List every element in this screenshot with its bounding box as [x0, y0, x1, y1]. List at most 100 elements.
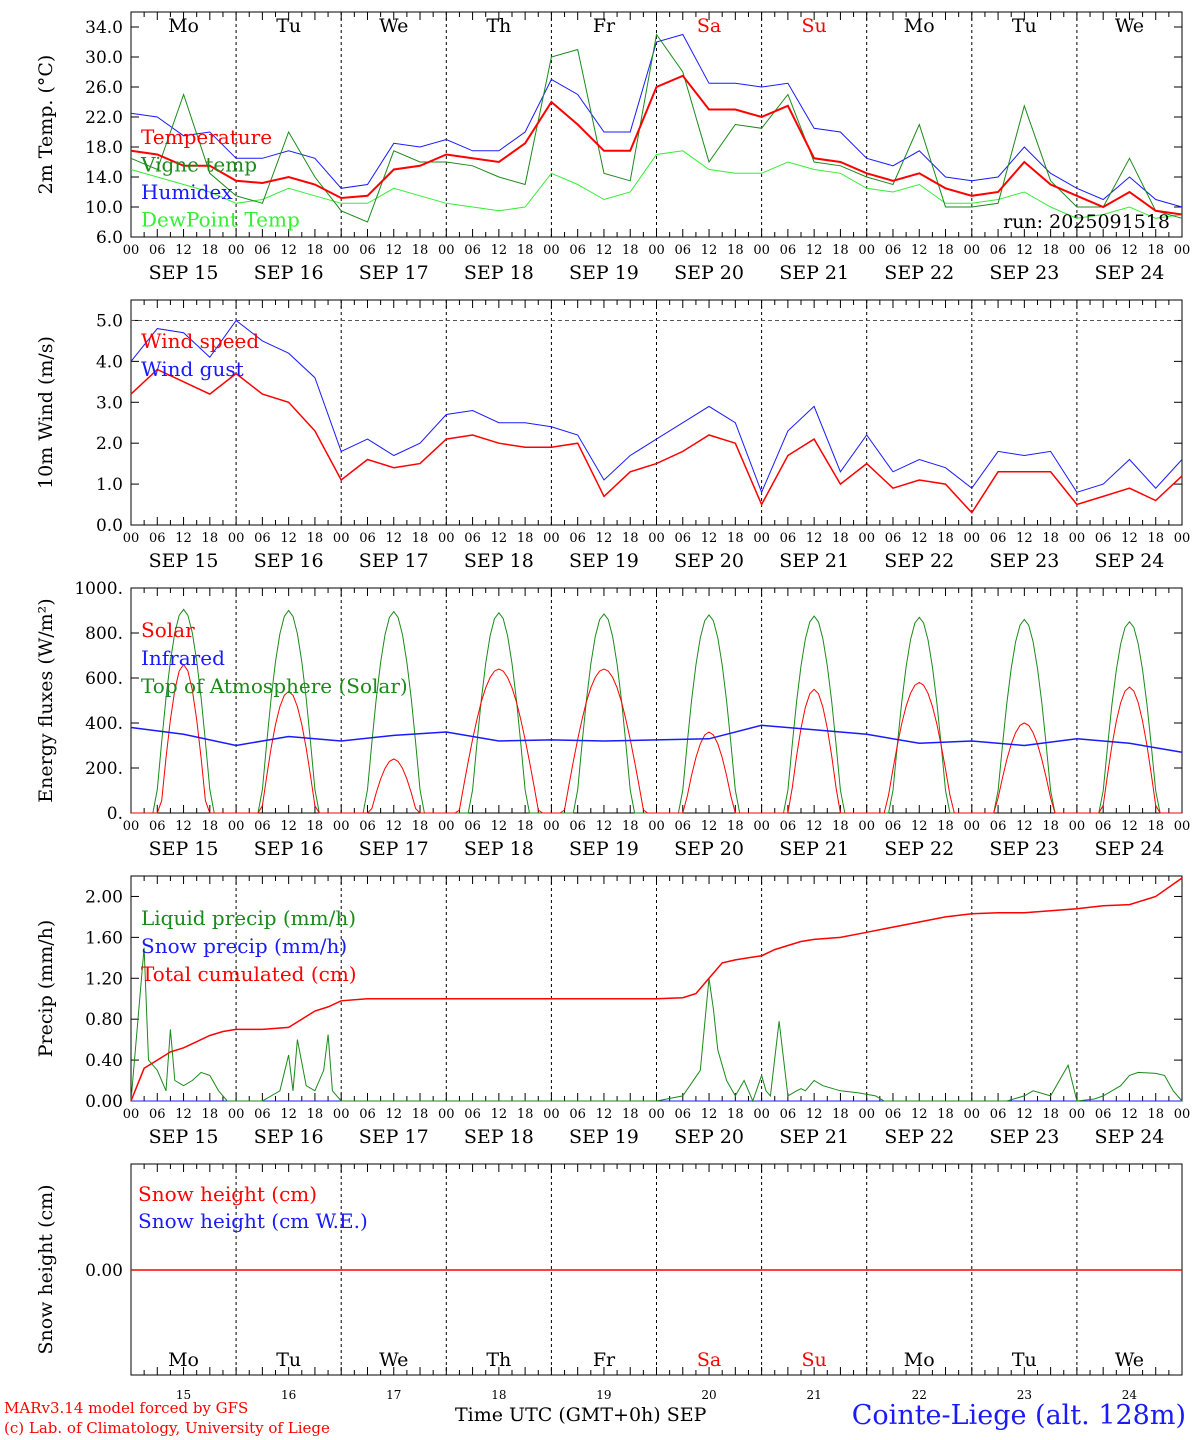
hour-tick-label: 18: [517, 531, 534, 546]
hour-tick-label: 06: [675, 243, 692, 258]
hour-tick-label: 00: [648, 243, 665, 258]
snow-axis-label: Snow height (cm): [35, 1184, 57, 1354]
day-number: 21: [807, 1388, 822, 1402]
hour-tick-label: 12: [280, 243, 297, 258]
wind-gust-legend: Wind gust: [141, 357, 244, 381]
hour-tick-label: 00: [228, 243, 245, 258]
hour-tick-label: 12: [1016, 1107, 1033, 1122]
temp-tick-label: 22.0: [85, 108, 123, 128]
energy-tick-label: 0.: [107, 804, 123, 824]
hour-tick-label: 00: [1174, 819, 1191, 834]
precip-tick-label: 1.60: [85, 928, 123, 948]
hour-tick-label: 00: [438, 819, 455, 834]
hour-tick-label: 00: [648, 1107, 665, 1122]
energy-axis-label: Energy fluxes (W/m²): [35, 598, 57, 802]
date-label: SEP 23: [989, 838, 1059, 860]
wind-tick-label: 5.0: [96, 311, 123, 331]
day-name-bottom: Mo: [168, 1349, 199, 1371]
wind-axis-label: 10m Wind (m/s): [35, 336, 57, 489]
date-label: SEP 21: [779, 1126, 849, 1148]
hour-tick-label: 18: [202, 819, 219, 834]
hour-tick-label: 18: [1147, 243, 1164, 258]
hour-tick-label: 18: [622, 819, 639, 834]
day-number: 24: [1122, 1388, 1138, 1402]
date-label: SEP 17: [359, 262, 429, 284]
precip-axis-label: Precip (mm/h): [35, 920, 57, 1058]
date-label: SEP 18: [464, 838, 534, 860]
hour-tick-label: 06: [990, 819, 1007, 834]
hour-tick-label: 12: [1121, 819, 1138, 834]
hour-tick-label: 12: [1121, 1107, 1138, 1122]
snow-we-legend: Snow height (cm W.E.): [138, 1209, 368, 1233]
hour-tick-label: 12: [911, 819, 928, 834]
precip-tick-label: 0.80: [85, 1010, 123, 1030]
hour-tick-label: 06: [254, 531, 271, 546]
hour-tick-label: 00: [333, 243, 350, 258]
hour-tick-label: 18: [517, 243, 534, 258]
hour-tick-label: 12: [806, 1107, 823, 1122]
day-name: Su: [802, 15, 827, 37]
hour-tick-label: 00: [858, 1107, 875, 1122]
hour-tick-label: 12: [911, 1107, 928, 1122]
hour-tick-label: 06: [780, 243, 797, 258]
precip-tick-label: 1.20: [85, 969, 123, 989]
hour-tick-label: 06: [675, 819, 692, 834]
hour-tick-label: 00: [964, 531, 981, 546]
snow-tick-label: 0.00: [85, 1261, 123, 1281]
hour-tick-label: 00: [228, 819, 245, 834]
date-label: SEP 24: [1095, 550, 1165, 572]
hour-tick-label: 18: [832, 819, 849, 834]
day-name-bottom: Tu: [1012, 1349, 1037, 1371]
vigne-temp-line: [130, 33, 1183, 223]
hour-tick-label: 18: [307, 819, 324, 834]
temp-tick-label: 34.0: [85, 18, 123, 38]
hour-tick-label: 00: [333, 1107, 350, 1122]
hour-tick-label: 00: [1069, 243, 1086, 258]
snow-height-legend: Snow height (cm): [138, 1182, 317, 1206]
energy-tick-label: 600.: [85, 669, 123, 689]
hour-tick-label: 06: [885, 1107, 902, 1122]
wind-gust-line: [130, 319, 1183, 494]
temperature-line: [130, 74, 1183, 216]
hour-tick-label: 06: [464, 1107, 481, 1122]
day-name-bottom: We: [379, 1349, 408, 1371]
hour-tick-label: 06: [149, 243, 166, 258]
wind-speed-line: [130, 368, 1183, 514]
panel-3-frame: [130, 587, 1183, 814]
hour-tick-label: 12: [596, 819, 613, 834]
hour-tick-label: 06: [885, 243, 902, 258]
hour-tick-label: 06: [1095, 243, 1112, 258]
hour-tick-label: 12: [806, 243, 823, 258]
date-label: SEP 20: [674, 838, 744, 860]
date-label: SEP 19: [569, 1126, 639, 1148]
hour-tick-label: 12: [596, 243, 613, 258]
hour-tick-label: 06: [569, 819, 586, 834]
hour-tick-label: 18: [832, 243, 849, 258]
hour-tick-label: 06: [990, 243, 1007, 258]
hour-tick-label: 00: [753, 819, 770, 834]
run-label: run: 2025091518: [1003, 211, 1170, 233]
hour-tick-label: 00: [228, 1107, 245, 1122]
hour-tick-label: 00: [543, 1107, 560, 1122]
day-number: 23: [1017, 1388, 1032, 1402]
hour-tick-label: 18: [1147, 819, 1164, 834]
hour-tick-label: 18: [1042, 531, 1059, 546]
solar-line: [131, 663, 1182, 814]
hour-tick-label: 18: [1042, 243, 1059, 258]
hour-tick-label: 12: [806, 531, 823, 546]
date-label: SEP 16: [254, 838, 324, 860]
day-name: Sa: [697, 15, 721, 37]
date-label: SEP 16: [254, 550, 324, 572]
hour-tick-label: 18: [832, 1107, 849, 1122]
date-label: SEP 18: [464, 1126, 534, 1148]
hour-tick-label: 06: [254, 243, 271, 258]
liquid-legend: Liquid precip (mm/h): [141, 906, 356, 930]
hour-tick-label: 06: [1095, 819, 1112, 834]
hour-tick-label: 00: [648, 531, 665, 546]
hour-tick-label: 00: [753, 243, 770, 258]
hour-tick-label: 06: [780, 819, 797, 834]
day-name: We: [1115, 15, 1144, 37]
hour-tick-label: 00: [753, 1107, 770, 1122]
day-name-bottom: Fr: [593, 1349, 616, 1371]
date-label: SEP 15: [149, 550, 219, 572]
